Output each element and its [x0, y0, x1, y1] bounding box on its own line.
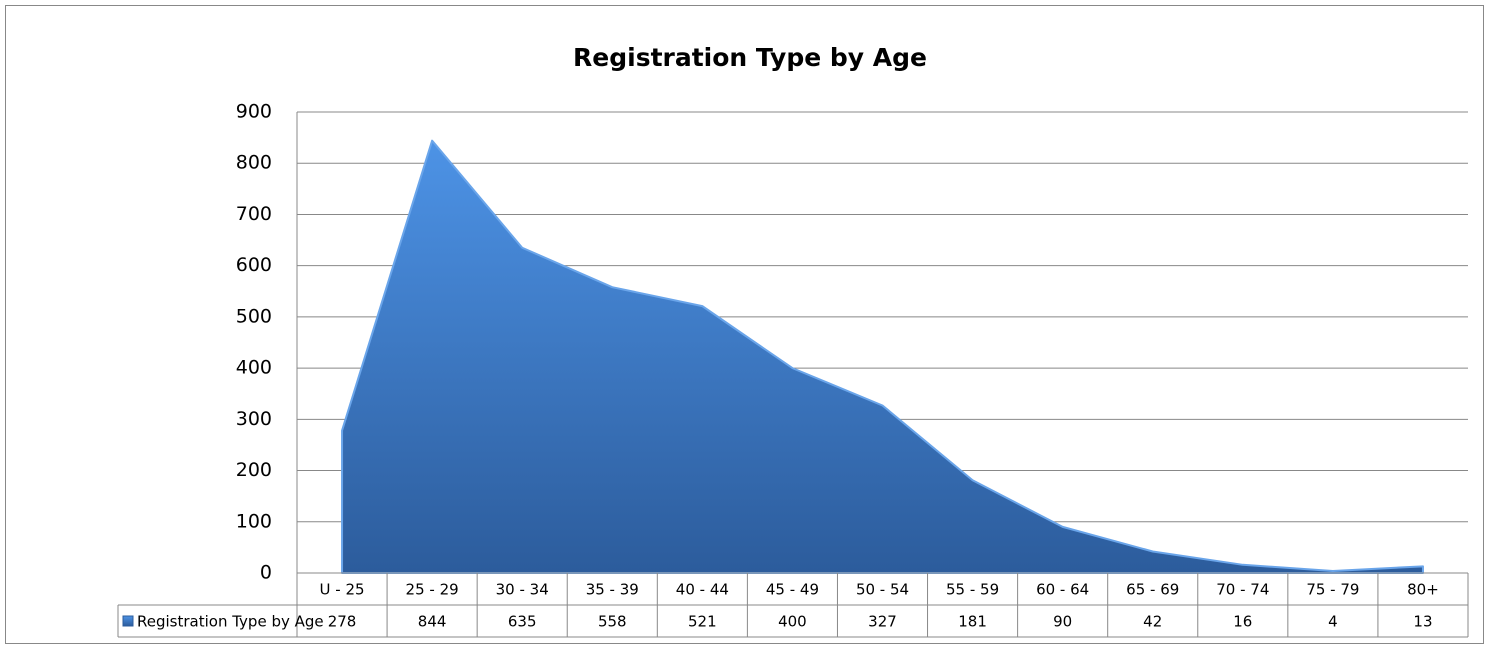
x-tick-label: 55 - 59: [946, 581, 999, 599]
y-tick-label: 600: [236, 254, 272, 276]
table-value: 521: [688, 613, 717, 631]
legend-key: [122, 615, 134, 627]
x-tick-label: 60 - 64: [1036, 581, 1089, 599]
table-value: 327: [868, 613, 897, 631]
table-value: 13: [1413, 613, 1432, 631]
y-tick-label: 900: [236, 101, 272, 123]
table-value: 4: [1328, 613, 1338, 631]
y-tick-label: 700: [236, 203, 272, 225]
x-tick-label: 80+: [1407, 581, 1439, 599]
chart-title: Registration Type by Age: [573, 43, 927, 72]
x-tick-label: 30 - 34: [496, 581, 549, 599]
table-value: 558: [598, 613, 627, 631]
x-tick-label: 50 - 54: [856, 581, 909, 599]
x-tick-label: 35 - 39: [586, 581, 639, 599]
y-tick-label: 0: [260, 562, 272, 584]
x-tick-label: 75 - 79: [1306, 581, 1359, 599]
table-value: 42: [1143, 613, 1162, 631]
x-tick-label: 40 - 44: [676, 581, 729, 599]
y-tick-label: 200: [236, 459, 272, 481]
table-value: 278: [328, 613, 357, 631]
y-tick-label: 400: [236, 357, 272, 379]
y-tick-label: 300: [236, 408, 272, 430]
x-tick-label: 70 - 74: [1216, 581, 1269, 599]
table-value: 16: [1233, 613, 1252, 631]
x-tick-label: 45 - 49: [766, 581, 819, 599]
table-value: 844: [418, 613, 447, 631]
area: [341, 139, 1424, 574]
y-tick-label: 800: [236, 152, 272, 174]
x-tick-label: U - 25: [320, 581, 365, 599]
x-tick-label: 65 - 69: [1126, 581, 1179, 599]
legend-label: Registration Type by Age: [137, 613, 324, 631]
table-value: 635: [508, 613, 537, 631]
y-tick-label: 100: [236, 510, 272, 532]
x-tick-label: 25 - 29: [406, 581, 459, 599]
y-tick-label: 500: [236, 305, 272, 327]
table-value: 90: [1053, 613, 1072, 631]
table-value: 400: [778, 613, 807, 631]
table-value: 181: [958, 613, 987, 631]
